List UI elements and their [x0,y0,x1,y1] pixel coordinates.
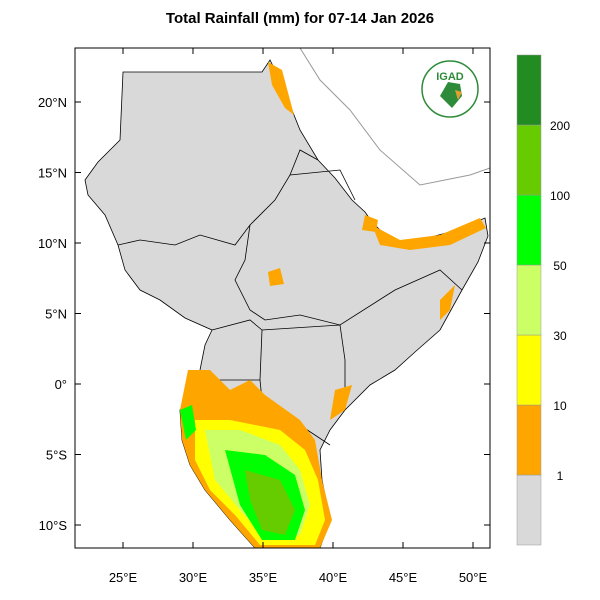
logo-text: IGAD [436,71,464,83]
y-tick-label: 15°N [38,166,67,181]
rainfall-overlay [180,62,486,548]
y-tick-label: 0° [55,377,67,392]
x-tick-label: 25°E [109,570,138,585]
colorbar-segment [516,54,542,126]
y-tick-label: 5°N [45,307,67,322]
rainfall-patch [268,62,294,115]
y-tick-label: 20°N [38,95,67,110]
x-tick-label: 30°E [179,570,208,585]
x-tick-label: 50°E [459,570,488,585]
x-tick-label: 40°E [319,570,348,585]
arabian-coastline [299,48,490,186]
map-title: Total Rainfall (mm) for 07-14 Jan 2026 [165,10,435,27]
igad-logo: IGAD [421,60,479,118]
x-tick-label: 45°E [389,570,418,585]
colorbar-segment [516,264,542,336]
colorbar-segment [516,474,542,546]
colorbar-label: 30 [553,329,567,343]
rainfall-patch [245,470,295,535]
map-frame [74,47,491,549]
y-tick-label: 10°S [39,518,68,533]
colorbar-label: 50 [553,259,567,273]
colorbar: 1 10 30 50 100 200 [516,54,570,546]
colorbar-segment [516,404,542,476]
colorbar-label: 100 [550,189,570,203]
x-tick-label: 35°E [249,570,278,585]
colorbar-label: 1 [557,469,564,483]
rainfall-patch [330,385,352,420]
y-tick-label: 10°N [38,236,67,251]
colorbar-label: 200 [550,119,570,133]
rainfall-patch [180,405,196,440]
y-tick-label: 5°S [46,448,67,463]
rainfall-patch [440,285,455,320]
colorbar-segment [516,194,542,266]
colorbar-segment [516,124,542,196]
rainfall-patch [372,218,486,250]
rainfall-patch [268,268,284,286]
colorbar-segment [516,334,542,406]
colorbar-label: 10 [553,399,567,413]
